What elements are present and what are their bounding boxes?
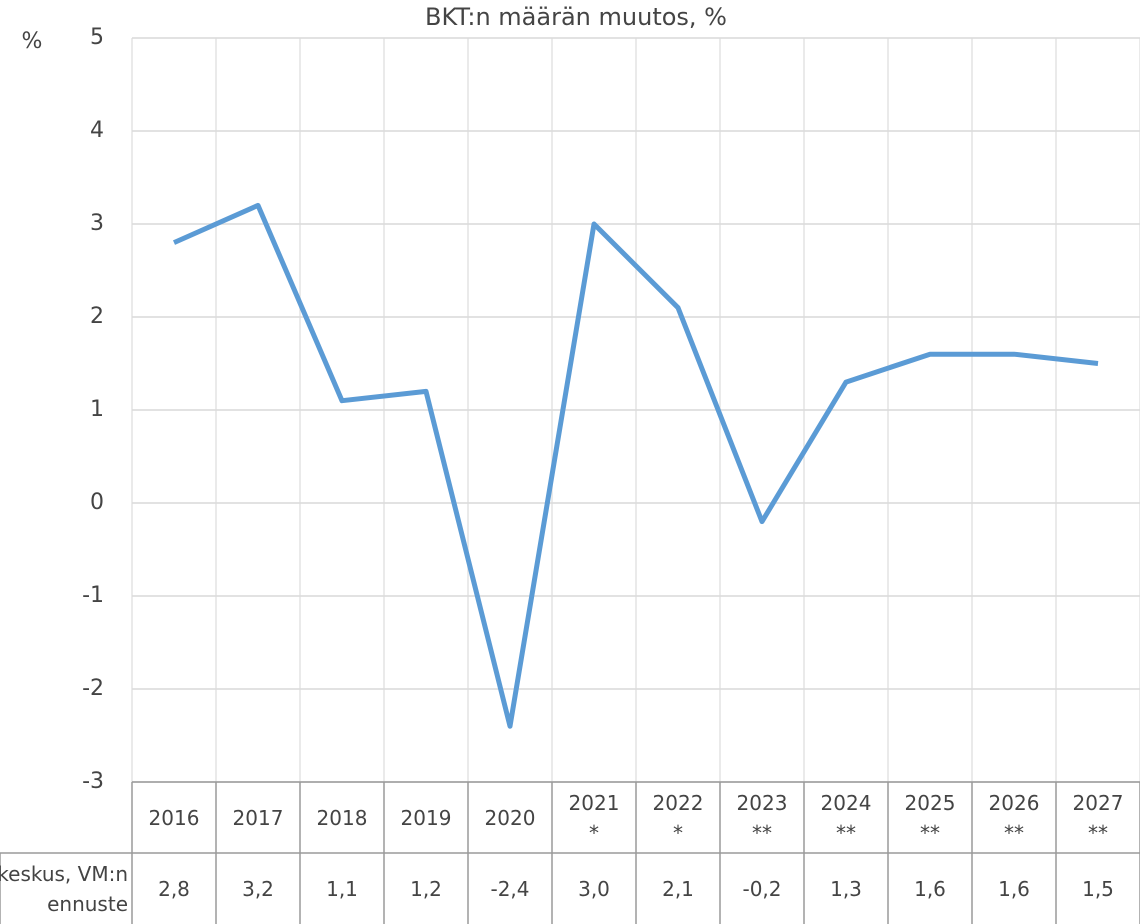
x-tick-label: 2024 ** [820, 790, 872, 845]
data-label: 1,3 [830, 876, 862, 901]
x-tick-label: 2019 [400, 805, 452, 830]
y-tick-label: -3 [82, 769, 104, 794]
data-label: 1,5 [1082, 876, 1114, 901]
y-axis-label: % [22, 29, 43, 54]
data-label: 1,6 [998, 876, 1030, 901]
x-tick-label: 2026 ** [988, 790, 1040, 845]
legend-row-label: Tilastokeskus, VM:n ennuste [0, 861, 128, 916]
x-tick-label: 2025 ** [904, 790, 956, 845]
data-label: 2,1 [662, 876, 694, 901]
y-tick-label: 3 [90, 211, 104, 236]
x-tick-label: 2021 * [568, 790, 620, 845]
data-label: 1,1 [326, 876, 358, 901]
x-tick-label: 2023 ** [736, 790, 788, 845]
x-tick-label: 2022 * [652, 790, 704, 845]
x-tick-label: 2020 [484, 805, 536, 830]
y-tick-label: 1 [90, 397, 104, 422]
data-label: 3,0 [578, 876, 610, 901]
y-tick-label: 2 [90, 304, 104, 329]
chart-title: BKT:n määrän muutos, % [425, 3, 727, 31]
y-tick-label: 0 [90, 490, 104, 515]
y-tick-label: 4 [90, 118, 104, 143]
x-tick-label: 2018 [316, 805, 368, 830]
data-label: 2,8 [158, 876, 190, 901]
y-tick-label: -1 [82, 583, 104, 608]
data-label: 1,6 [914, 876, 946, 901]
data-label: 1,2 [410, 876, 442, 901]
x-tick-label: 2016 [148, 805, 200, 830]
line-series [172, 202, 1099, 729]
y-tick-label: -2 [82, 676, 104, 701]
x-tick-label: 2017 [232, 805, 284, 830]
data-label: -0,2 [742, 876, 782, 901]
data-label: -2,4 [490, 876, 530, 901]
data-label: 3,2 [242, 876, 274, 901]
x-tick-label: 2027 ** [1072, 790, 1124, 845]
y-tick-label: 5 [90, 25, 104, 50]
